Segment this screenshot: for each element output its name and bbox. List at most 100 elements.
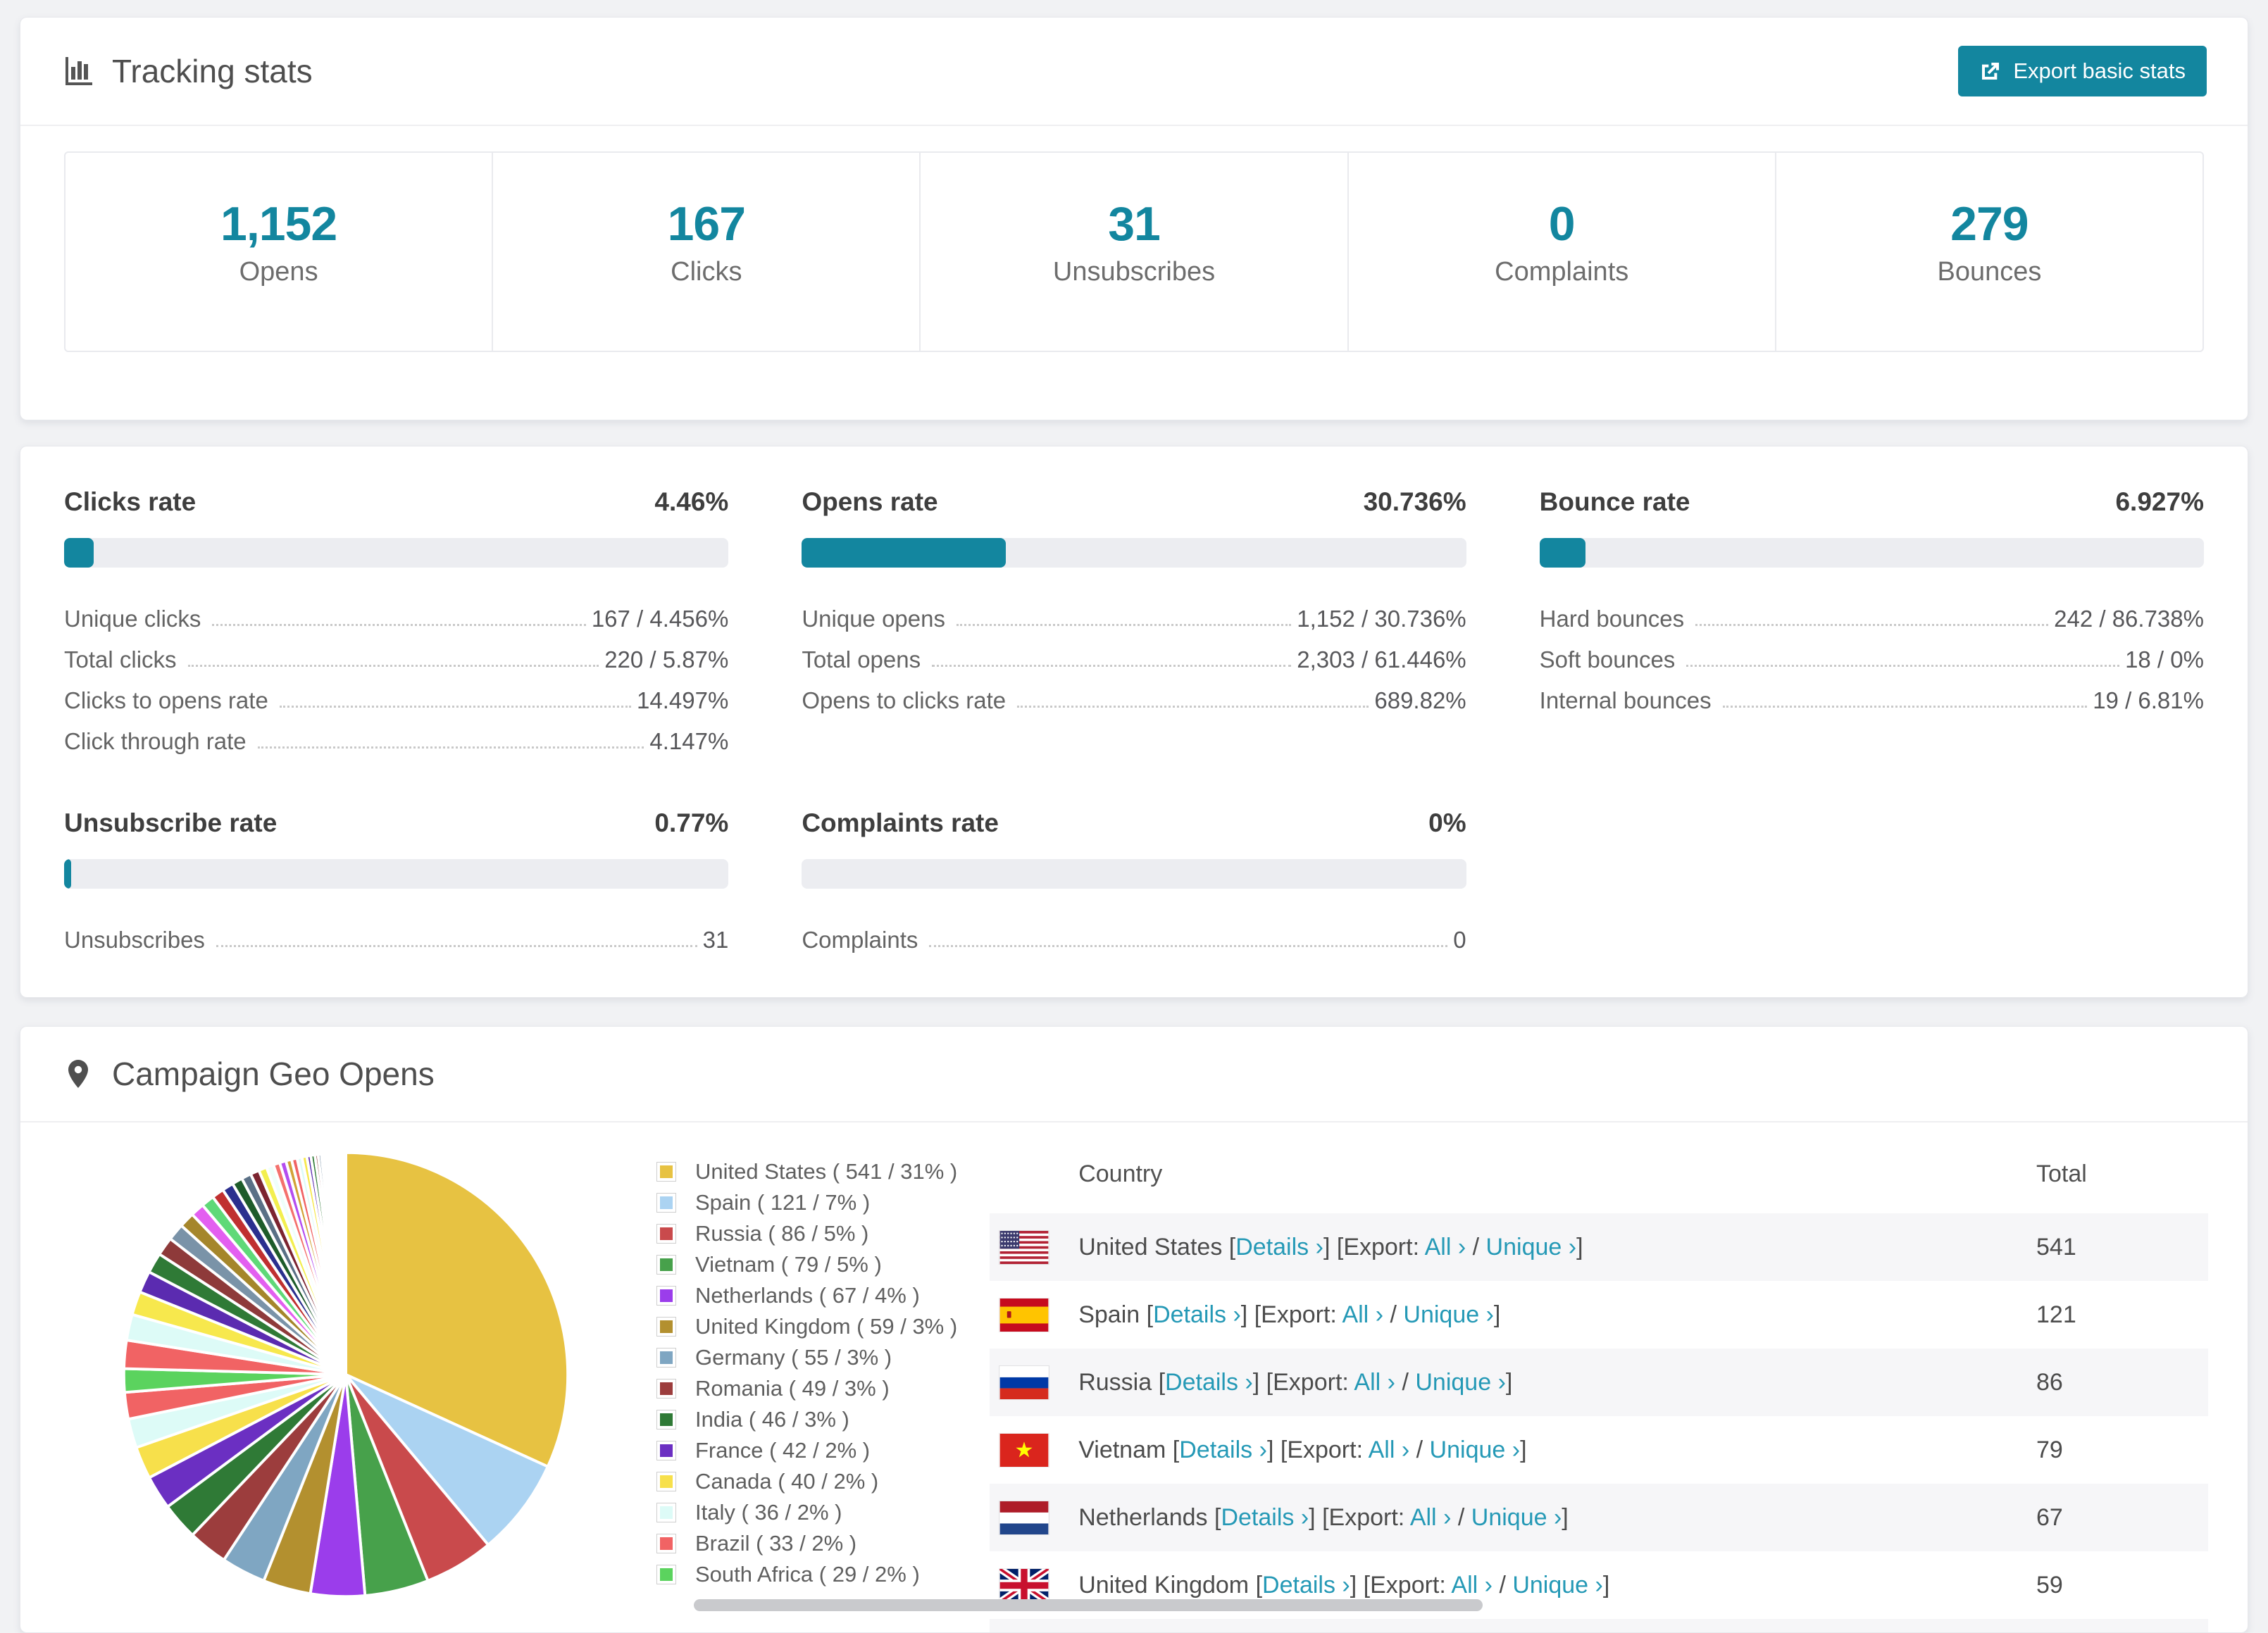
geo-country-name: Vietnam	[1078, 1436, 1166, 1463]
details-link[interactable]: Details ›	[1262, 1572, 1350, 1598]
details-link[interactable]: Details ›	[1153, 1301, 1241, 1328]
summary-cell-bounces: 279 Bounces	[1776, 153, 2202, 351]
stat-row-complaints: Complaints 0	[802, 913, 1466, 953]
details-link[interactable]: Details ›	[1221, 1504, 1309, 1531]
legend-item-canada: Canada ( 40 / 2% )	[657, 1469, 957, 1494]
rate-panel-head: Clicks rate 4.46%	[64, 487, 728, 517]
chevron-icon: ›	[1568, 1233, 1577, 1260]
dotted-leader	[279, 706, 632, 708]
stat-label: Total opens	[802, 646, 921, 672]
rate-progress-bar	[802, 538, 1466, 568]
details-link[interactable]: Details ›	[1235, 1234, 1323, 1260]
export-prefix: Export:	[1370, 1571, 1446, 1598]
export-all-link[interactable]: All ›	[1354, 1369, 1395, 1396]
chevron-icon: ›	[1315, 1233, 1323, 1260]
legend-item-romania: Romania ( 49 / 3% )	[657, 1376, 957, 1401]
details-label: Details	[1262, 1571, 1335, 1598]
dotted-leader	[212, 624, 586, 626]
dotted-leader	[1686, 665, 2120, 667]
export-all-link[interactable]: All ›	[1451, 1572, 1493, 1598]
stat-row-unique-opens: Unique opens 1,152 / 30.736%	[802, 592, 1466, 632]
export-all-link[interactable]: All ›	[1425, 1234, 1466, 1260]
rate-progress-bar	[64, 859, 729, 889]
legend-swatch	[657, 1503, 675, 1522]
stat-value: 2,303 / 61.446%	[1297, 646, 1466, 672]
stat-value: 220 / 5.87%	[604, 646, 729, 672]
stat-row-opens-to-clicks-rate: Opens to clicks rate 689.82%	[802, 673, 1466, 714]
tracking-stats-header: Tracking stats Export basic stats	[20, 18, 2248, 126]
export-all-link[interactable]: All ›	[1369, 1437, 1410, 1463]
stat-label: Unique clicks	[64, 606, 201, 632]
separator: /	[1472, 1233, 1480, 1260]
summary-cell-opens: 1,152 Opens	[66, 153, 494, 351]
summary-label: Complaints	[1495, 257, 1629, 287]
legend-swatch	[657, 1194, 675, 1212]
stat-label: Unique opens	[802, 606, 945, 632]
summary-label: Clicks	[671, 257, 742, 287]
export-all-link[interactable]: All ›	[1342, 1301, 1383, 1328]
export-unique-link[interactable]: Unique ›	[1415, 1369, 1506, 1396]
chevron-icon: ›	[1553, 1503, 1562, 1531]
details-label: Details	[1235, 1233, 1309, 1260]
dotted-leader	[1695, 624, 2049, 626]
stat-row-internal-bounces: Internal bounces 19 / 6.81%	[1540, 673, 2204, 714]
geo-table-row-russia: Russia [Details ›] [Export: All › / Uniq…	[990, 1349, 2208, 1416]
geo-row-text: United Kingdom [Details ›] [Export: All …	[1078, 1572, 2036, 1599]
geo-row-total: 86	[2036, 1368, 2063, 1396]
unique-label: Unique	[1485, 1233, 1562, 1260]
export-unique-link[interactable]: Unique ›	[1512, 1572, 1603, 1598]
bracket: ]	[1350, 1571, 1357, 1598]
rate-panel-value: 0%	[1428, 808, 1466, 837]
stat-row-hard-bounces: Hard bounces 242 / 86.738%	[1540, 592, 2204, 632]
tracking-stats-body: 1,152 Opens 167 Clicks 31 Unsubscribes 0 Compla…	[20, 126, 2248, 420]
chevron-icon: ›	[1245, 1368, 1253, 1396]
export-unique-link[interactable]: Unique ›	[1403, 1301, 1494, 1328]
rate-stat-rows: Unsubscribes 31	[64, 913, 728, 953]
export-basic-stats-button[interactable]: Export basic stats	[1958, 46, 2207, 96]
rate-progress-fill	[64, 859, 71, 889]
legend-item-russia: Russia ( 86 / 5% )	[657, 1221, 957, 1246]
rate-progress-fill	[802, 538, 1007, 568]
export-all-link[interactable]: All ›	[1410, 1504, 1452, 1531]
horizontal-scrollbar-thumb[interactable]	[694, 1599, 1483, 1611]
geo-row-text: United States [Details ›] [Export: All ›…	[1078, 1234, 2036, 1261]
summary-cell-clicks: 167 Clicks	[493, 153, 921, 351]
export-prefix: Export:	[1287, 1436, 1364, 1463]
geo-country-name: Russia	[1078, 1368, 1152, 1396]
geo-row-text: Vietnam [Details ›] [Export: All › / Uni…	[1078, 1437, 2036, 1464]
details-link[interactable]: Details ›	[1179, 1437, 1267, 1463]
export-prefix: Export:	[1261, 1301, 1337, 1328]
pie-legend: United States ( 541 / 31% ) Spain ( 121 /…	[657, 1159, 957, 1632]
stat-label: Soft bounces	[1539, 646, 1676, 672]
summary-value: 1,152	[220, 197, 337, 251]
pie-svg	[122, 1151, 570, 1598]
all-label: All	[1342, 1301, 1369, 1328]
stat-value: 18 / 0%	[2125, 646, 2204, 672]
export-unique-link[interactable]: Unique ›	[1471, 1504, 1562, 1531]
bracket: ]	[1252, 1368, 1260, 1396]
geo-row-total: 59	[2036, 1571, 2063, 1598]
summary-label: Bounces	[1937, 257, 2042, 287]
rate-progress-fill	[64, 538, 94, 568]
geo-header: Campaign Geo Opens	[20, 1027, 2248, 1122]
export-unique-link[interactable]: Unique ›	[1486, 1234, 1577, 1260]
geo-country-name: Netherlands	[1078, 1503, 1208, 1531]
stat-value: 19 / 6.81%	[2093, 687, 2204, 713]
bracket: ]	[1493, 1301, 1501, 1328]
flag-ru	[999, 1365, 1049, 1399]
details-link[interactable]: Details ›	[1165, 1369, 1253, 1396]
legend-item-spain: Spain ( 121 / 7% )	[657, 1190, 957, 1215]
legend-item-vietnam: Vietnam ( 79 / 5% )	[657, 1252, 957, 1277]
rate-stat-rows: Complaints 0	[802, 913, 1466, 953]
summary-value: 279	[1950, 197, 2029, 251]
legend-item-south-africa: South Africa ( 29 / 2% )	[657, 1562, 957, 1587]
bracket: ]	[1576, 1233, 1583, 1260]
chevron-icon: ›	[1401, 1436, 1410, 1463]
legend-label: South Africa ( 29 / 2% )	[695, 1562, 920, 1587]
bracket: ]	[1323, 1233, 1331, 1260]
stat-label: Complaints	[802, 927, 918, 953]
chevron-icon: ›	[1484, 1571, 1493, 1598]
geo-country-name: Spain	[1078, 1301, 1140, 1328]
all-label: All	[1424, 1233, 1452, 1260]
export-unique-link[interactable]: Unique ›	[1430, 1437, 1521, 1463]
